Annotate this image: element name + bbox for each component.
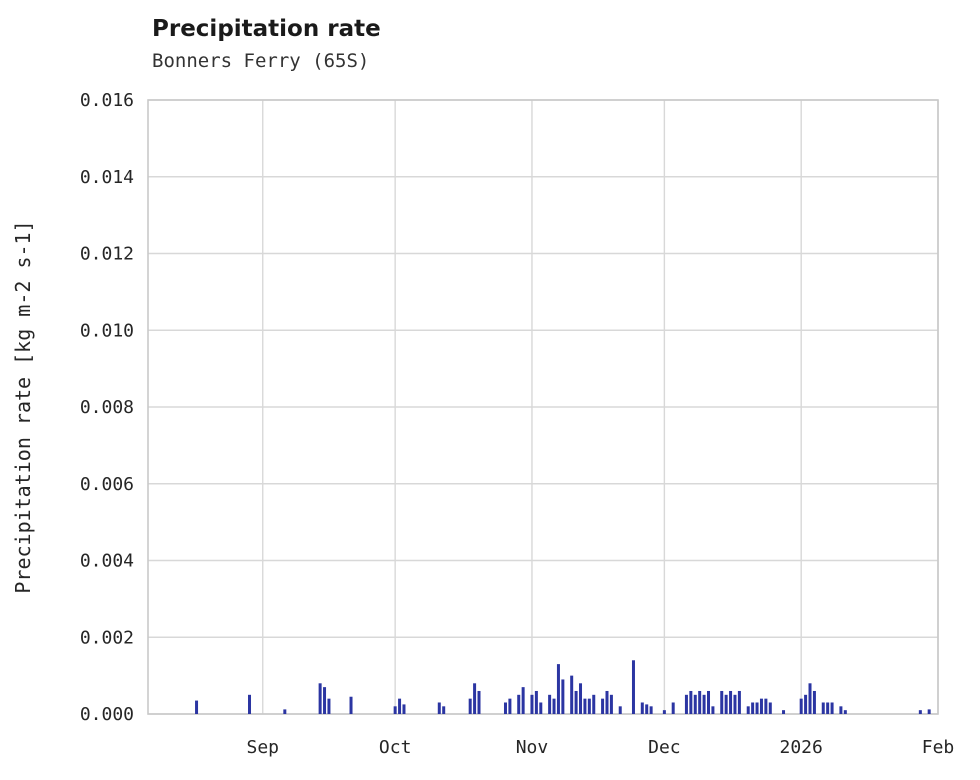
- precipitation-bar: [649, 706, 653, 714]
- precipitation-bar: [534, 690, 538, 714]
- precipitation-bar: [808, 683, 812, 714]
- precipitation-bar: [618, 706, 622, 714]
- y-tick-label: 0.010: [80, 320, 134, 341]
- precipitation-bar: [548, 694, 552, 714]
- precipitation-bar: [720, 690, 724, 714]
- precipitation-bar: [751, 702, 755, 714]
- precipitation-bar: [349, 696, 353, 714]
- precipitation-bar: [693, 694, 697, 714]
- precipitation-bar: [746, 706, 750, 714]
- precipitation-bar: [707, 690, 711, 714]
- precipitation-bar: [508, 698, 512, 714]
- precipitation-bar: [539, 702, 543, 714]
- x-tick-label: Feb: [922, 737, 955, 758]
- precipitation-bar: [402, 704, 406, 714]
- chart-subtitle: Bonners Ferry (65S): [152, 49, 370, 72]
- precipitation-bar: [821, 702, 825, 714]
- precipitation-bar: [689, 690, 693, 714]
- plot-border: [147, 99, 939, 715]
- precipitation-bar: [755, 702, 759, 714]
- precipitation-bar: [587, 698, 591, 714]
- precipitation-bar: [195, 700, 199, 714]
- precipitation-bar: [830, 702, 834, 714]
- precipitation-bar: [640, 702, 644, 714]
- chart-title: Precipitation rate: [152, 16, 381, 42]
- precipitation-bar: [799, 698, 803, 714]
- precipitation-bar: [521, 687, 525, 714]
- precipitation-bar: [393, 706, 397, 714]
- precipitation-bar: [737, 690, 741, 714]
- precipitation-bar: [843, 710, 847, 714]
- precipitation-bar: [248, 694, 252, 714]
- x-tick-label: Dec: [648, 737, 681, 758]
- x-tick-label: Oct: [379, 737, 412, 758]
- precipitation-bar: [437, 702, 441, 714]
- precipitation-bar: [503, 702, 507, 714]
- precipitation-bar: [517, 694, 521, 714]
- precipitation-bar: [605, 690, 609, 714]
- y-tick-label: 0.008: [80, 397, 134, 418]
- precipitation-bar: [768, 702, 772, 714]
- precipitation-bar: [556, 664, 560, 714]
- precipitation-bar: [804, 694, 808, 714]
- precipitation-bar: [561, 679, 565, 714]
- precipitation-bar: [570, 675, 574, 714]
- precipitation-bar: [684, 694, 688, 714]
- precipitation-bar: [759, 698, 763, 714]
- precipitation-bar: [698, 690, 702, 714]
- precipitation-bar: [812, 690, 816, 714]
- precipitation-bar: [530, 694, 534, 714]
- precipitation-bar: [927, 709, 931, 714]
- precipitation-bar: [729, 690, 733, 714]
- precipitation-bar: [733, 694, 737, 714]
- y-tick-label: 0.014: [80, 167, 134, 188]
- y-tick-label: 0.012: [80, 244, 134, 265]
- precipitation-bar: [671, 702, 675, 714]
- precipitation-bar: [477, 690, 481, 714]
- precipitation-bar: [782, 710, 786, 714]
- precipitation-bar: [662, 710, 666, 714]
- x-tick-label: 2026: [780, 737, 823, 758]
- chart-header: Precipitation rate Bonners Ferry (65S): [152, 16, 381, 72]
- precipitation-bar: [839, 706, 843, 714]
- x-tick-label: Nov: [516, 737, 549, 758]
- precipitation-bar: [645, 704, 649, 714]
- precipitation-bar: [574, 690, 578, 714]
- precipitation-bar: [702, 694, 706, 714]
- precipitation-bar: [398, 698, 402, 714]
- precipitation-bar: [724, 694, 728, 714]
- precipitation-bar: [327, 698, 331, 714]
- x-tick-label: Sep: [246, 737, 279, 758]
- y-tick-label: 0.006: [80, 474, 134, 495]
- precipitation-bar: [764, 698, 768, 714]
- precipitation-bar: [473, 683, 477, 714]
- precipitation-bar: [918, 710, 922, 714]
- precipitation-bar: [579, 683, 583, 714]
- precipitation-bar: [711, 706, 715, 714]
- precipitation-bar: [631, 660, 635, 714]
- y-tick-label: 0.016: [80, 90, 134, 111]
- precipitation-bar: [323, 687, 327, 714]
- precipitation-bar: [318, 683, 322, 714]
- precipitation-bar: [601, 698, 605, 714]
- precipitation-bar: [609, 694, 613, 714]
- y-tick-label: 0.000: [80, 704, 134, 725]
- y-axis-label: Precipitation rate [kg m-2 s-1]: [11, 220, 35, 593]
- precipitation-bar: [592, 694, 596, 714]
- precipitation-bar: [552, 698, 556, 714]
- precipitation-bar: [468, 698, 472, 714]
- precipitation-bar: [283, 709, 287, 714]
- precipitation-bar: [826, 702, 830, 714]
- y-tick-label: 0.004: [80, 551, 134, 572]
- precipitation-bar: [442, 706, 446, 714]
- y-tick-label: 0.002: [80, 627, 134, 648]
- precipitation-bar: [583, 698, 587, 714]
